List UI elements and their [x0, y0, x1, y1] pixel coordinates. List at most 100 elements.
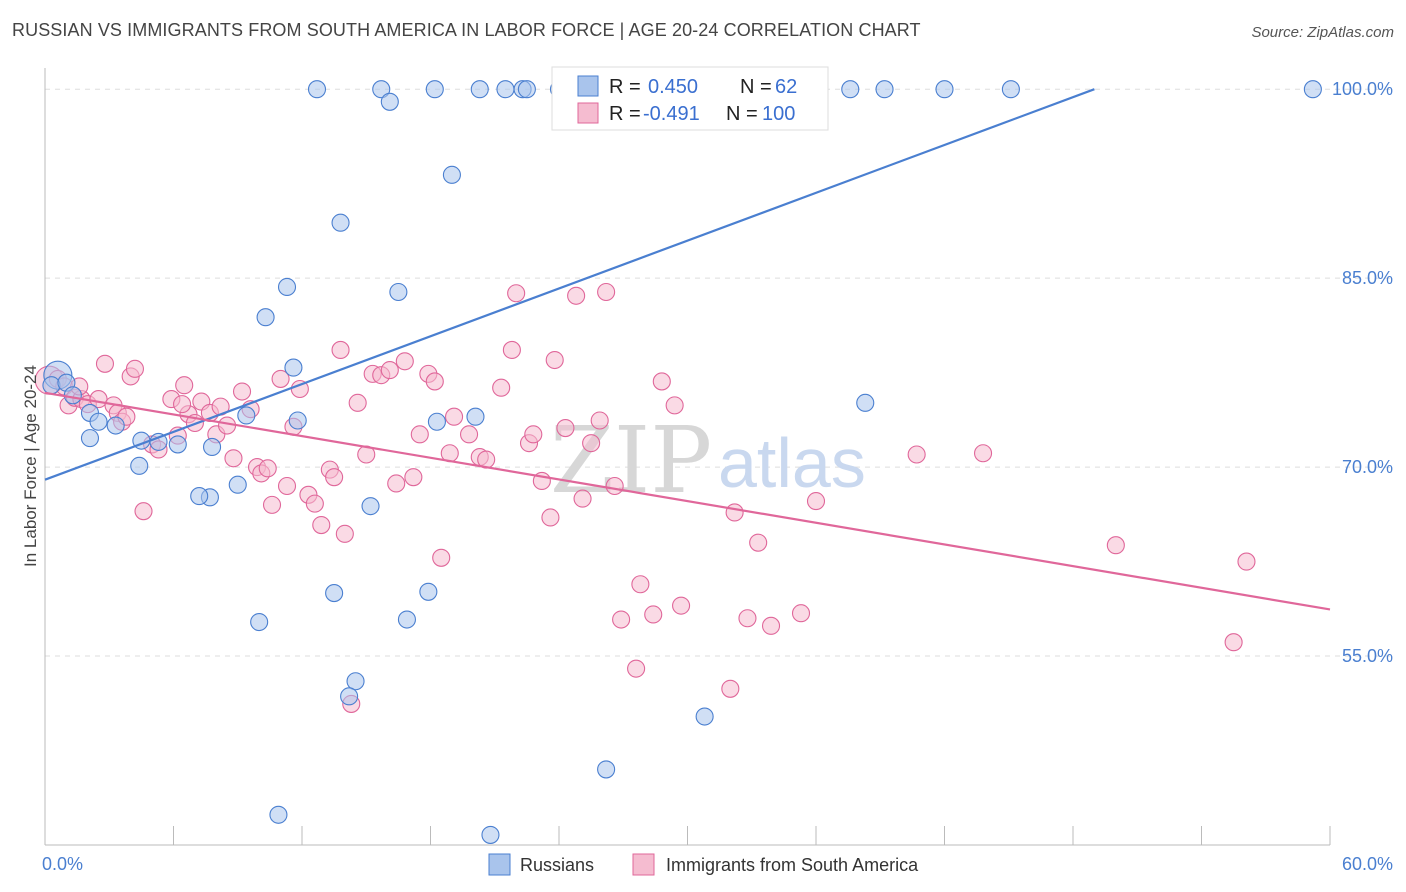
russians-point: [284, 358, 303, 377]
immigrants-point: [573, 489, 592, 508]
immigrants-point: [1237, 552, 1256, 571]
immigrants-point: [665, 396, 684, 415]
immigrants-point: [348, 393, 367, 412]
y-tick-label: 100.0%: [1332, 79, 1393, 99]
immigrants-point: [612, 610, 631, 629]
russians-point: [237, 406, 256, 425]
russians-point: [325, 584, 344, 603]
russians-point: [63, 386, 82, 405]
russians-point: [466, 407, 485, 426]
stats-box: R = 0.450 N = 62 R = -0.491 N = 100: [551, 66, 829, 131]
stats-blue-n-label: N =: [740, 76, 772, 98]
immigrants-point: [95, 354, 115, 373]
russians-point: [496, 80, 515, 99]
russians-point: [419, 582, 438, 601]
russians-point: [597, 760, 616, 779]
russians-point: [346, 672, 365, 691]
y-tick-label: 85.0%: [1342, 268, 1393, 288]
stats-pink-n-value: 100: [762, 103, 795, 125]
watermark: ZIP atlas: [550, 407, 866, 514]
y-tick-label: 55.0%: [1342, 646, 1393, 666]
immigrants-point: [524, 425, 543, 444]
immigrants-point: [404, 468, 423, 487]
russians-point: [80, 429, 100, 448]
russians-point: [149, 432, 168, 451]
immigrants-point: [582, 434, 601, 453]
immigrants-point: [445, 407, 464, 426]
immigrants-point: [541, 508, 560, 527]
russians-point: [277, 277, 297, 297]
stats-pink-n-label: N =: [726, 103, 758, 125]
immigrants-point: [125, 359, 144, 378]
immigrants-point: [325, 468, 344, 487]
immigrants-point: [907, 445, 926, 464]
immigrants-point: [725, 503, 744, 522]
immigrants-point: [459, 425, 479, 444]
x-tick-label: 0.0%: [42, 854, 83, 874]
russians-point: [1303, 80, 1322, 99]
axes: [44, 68, 1331, 846]
immigrants-point: [721, 679, 740, 698]
immigrants-point: [410, 425, 429, 444]
stats-pink-r-label: R =: [609, 103, 641, 125]
immigrants-point: [258, 459, 277, 478]
immigrants-point: [590, 411, 609, 430]
immigrants-point: [627, 659, 646, 678]
immigrants-point: [173, 395, 192, 414]
stats-pink-swatch: [577, 102, 599, 124]
russians-point: [256, 308, 275, 327]
immigrants-point: [262, 495, 282, 514]
russians-point: [517, 80, 536, 99]
russians-point: [442, 165, 461, 184]
immigrants-point: [545, 350, 564, 370]
russians-point: [695, 707, 714, 726]
stats-blue-r-label: R =: [609, 76, 641, 98]
stats-blue-n-value: 62: [775, 76, 797, 98]
chart-source: Source: ZipAtlas.com: [1251, 24, 1394, 41]
immigrants-point: [502, 340, 521, 359]
immigrants-point: [277, 476, 297, 496]
legend-immigrants-label: Immigrants from South America: [666, 855, 919, 875]
immigrants-trend-line: [44, 391, 1331, 611]
immigrants-point: [380, 361, 399, 380]
immigrants-point: [556, 418, 575, 438]
immigrants-point: [134, 502, 153, 521]
trend-lines: [44, 88, 1331, 611]
russians-point: [372, 80, 391, 99]
immigrants-point: [631, 575, 650, 594]
chart-title: RUSSIAN VS IMMIGRANTS FROM SOUTH AMERICA…: [12, 20, 921, 40]
russians-point: [89, 412, 108, 431]
legend-russians-swatch: [488, 853, 511, 876]
russians-point: [389, 282, 408, 302]
immigrants-point: [395, 352, 414, 371]
y-tick-label: 70.0%: [1342, 457, 1393, 477]
russians-point: [331, 213, 350, 232]
russians-point: [42, 376, 61, 395]
immigrants-point: [335, 524, 354, 543]
immigrants-point: [1224, 633, 1243, 652]
immigrants-point: [672, 596, 691, 615]
immigrants-point: [973, 444, 993, 463]
stats-blue-r-value: 0.450: [648, 76, 698, 98]
immigrants-point: [312, 515, 331, 535]
russians-point: [340, 687, 359, 706]
russians-point: [307, 80, 327, 99]
russians-point: [250, 612, 269, 632]
russians-point: [481, 825, 500, 844]
immigrants-point: [749, 533, 768, 552]
russians-trend-line: [44, 88, 1095, 481]
russians-point: [361, 497, 380, 516]
russians-point: [875, 80, 894, 99]
stats-blue-swatch: [577, 75, 599, 97]
russians-point: [130, 456, 149, 475]
russians-point: [380, 92, 399, 111]
immigrants-point: [1106, 536, 1125, 555]
russians-point: [425, 80, 444, 99]
immigrants-point: [224, 449, 243, 468]
immigrants-point: [738, 609, 757, 628]
immigrants-point: [806, 492, 826, 511]
grid-lines: [45, 88, 1392, 657]
immigrants-point: [567, 286, 586, 305]
russians-point: [106, 416, 125, 435]
